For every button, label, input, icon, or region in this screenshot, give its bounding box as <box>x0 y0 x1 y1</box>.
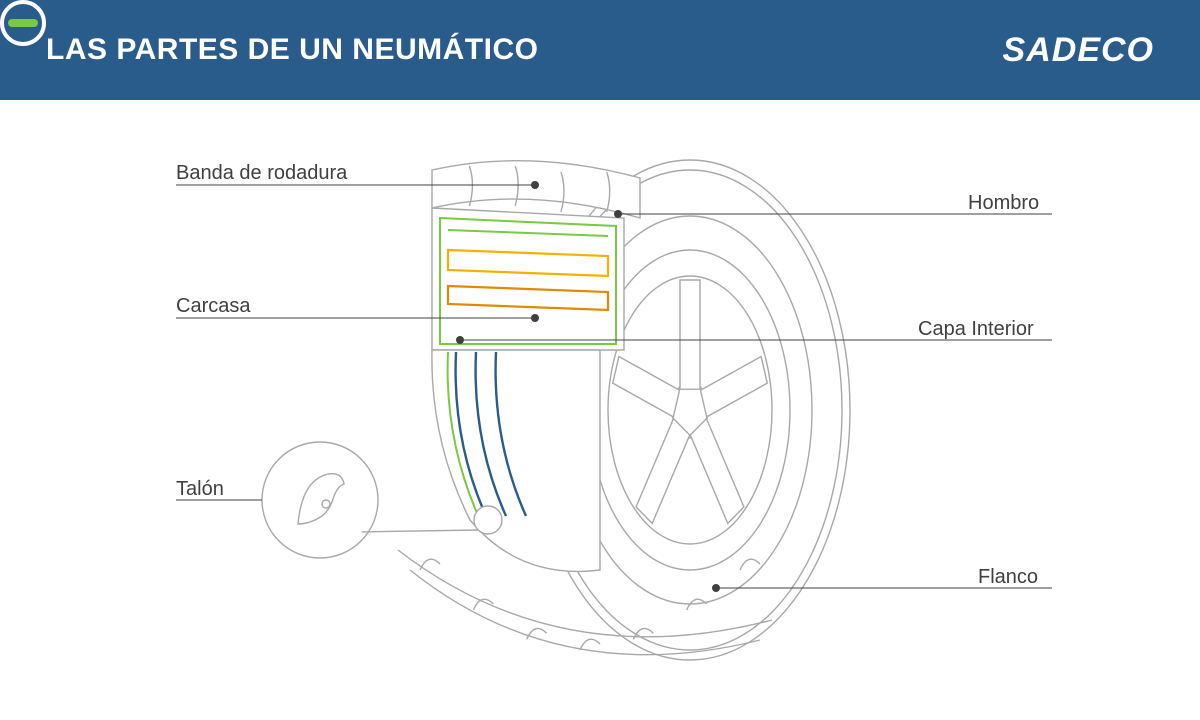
label-banda: Banda de rodadura <box>176 162 347 185</box>
label-talon: Talón <box>176 478 224 501</box>
diagram-canvas: Banda de rodadura Carcasa Talón Hombro Capa … <box>0 100 1200 720</box>
label-flanco: Flanco <box>978 566 1038 589</box>
page-title: LAS PARTES DE UN NEUMÁTICO <box>46 33 538 67</box>
brand: SADECO <box>993 31 1154 70</box>
label-carcasa: Carcasa <box>176 295 250 318</box>
header-bar: LAS PARTES DE UN NEUMÁTICO SADECO <box>0 0 1200 100</box>
label-capa: Capa Interior <box>918 318 1034 341</box>
brand-name: SADECO <box>1003 31 1154 70</box>
label-hombro: Hombro <box>968 192 1039 215</box>
